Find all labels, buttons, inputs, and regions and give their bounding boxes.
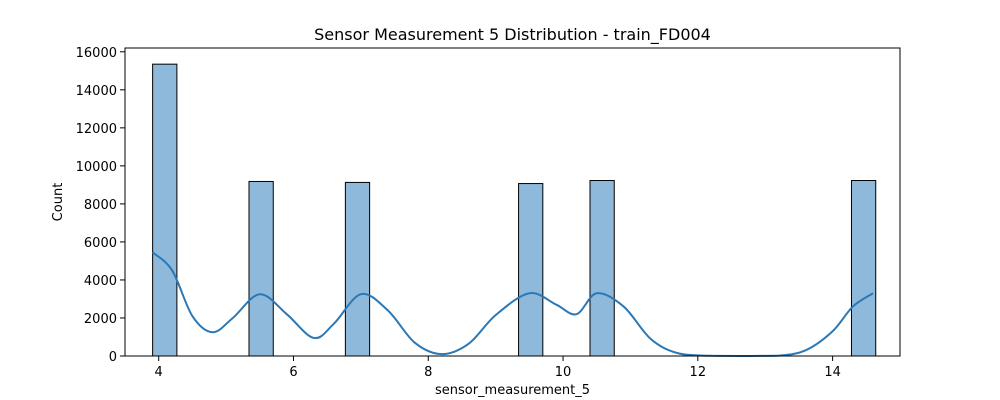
histogram-bar [589,180,615,357]
plot-frame [124,47,901,357]
chart-title: Sensor Measurement 5 Distribution - trai… [314,25,711,45]
histogram-bar [850,180,877,357]
x-tick-label: 4 [155,365,163,380]
x-tick-label: 8 [424,365,432,380]
y-tick-label: 6000 [84,236,117,251]
y-tick-label: 4000 [84,274,117,289]
x-tick-label: 12 [690,365,707,380]
y-tick-label: 8000 [84,198,117,213]
y-axis-label: Count [51,183,66,222]
x-axis-label: sensor_measurement_5 [435,383,590,398]
x-tick-label: 6 [289,365,297,380]
y-tick-label: 0 [109,350,117,365]
y-tick-label: 14000 [76,84,117,99]
y-tick-label: 2000 [84,312,117,327]
y-tick-label: 10000 [76,160,117,175]
y-tick-label: 16000 [76,46,117,61]
x-tick-label: 14 [824,365,841,380]
x-axis: 4 6 8 10 12 14 [155,356,841,380]
histogram-bar [344,181,371,357]
y-axis: 0 2000 4000 6000 8000 10000 12000 14000 16000 [76,46,125,365]
histogram-bar [152,63,178,357]
x-tick-label: 10 [555,365,572,380]
histogram-bar [518,183,544,357]
histogram-bar [248,180,274,357]
y-tick-label: 12000 [76,122,117,137]
histogram-bars [152,63,877,357]
